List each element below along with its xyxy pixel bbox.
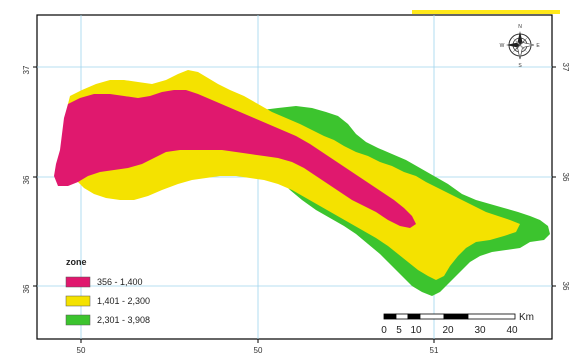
top-accent-bar: [412, 10, 560, 14]
scale-tick-40: 40: [506, 325, 518, 336]
compass-label-n: N: [518, 24, 522, 30]
scale-seg-5: [443, 313, 469, 320]
compass-label-w: W: [500, 43, 505, 49]
grid-label-bottom-2: 50: [254, 346, 263, 355]
legend-swatch-high: [65, 314, 91, 326]
grid-label-bottom-1: 50: [77, 346, 86, 355]
scale-bar: Km 0 5 10 20 30 40: [381, 312, 534, 336]
legend-title: zone: [66, 257, 87, 267]
legend-label-low: 356 - 1,400: [97, 277, 143, 287]
scale-tick-5: 5: [396, 325, 402, 336]
scale-tick-30: 30: [474, 325, 486, 336]
zone-low-area: [54, 90, 416, 228]
legend: zone 356 - 1,400 1,401 - 2,300 2,301 - 3…: [65, 257, 150, 326]
scale-seg-1: [383, 313, 397, 320]
grid-label-right-2: 36: [561, 173, 570, 182]
grid-label-right-3: 36: [561, 282, 570, 291]
grid-label-right-1: 37: [561, 63, 570, 72]
grid-label-left-2: 36: [22, 175, 31, 184]
legend-label-mid: 1,401 - 2,300: [97, 296, 150, 306]
grid-label-left-1: 37: [22, 65, 31, 74]
grid-label-bottom-3: 51: [430, 346, 439, 355]
scale-seg-6: [467, 313, 516, 320]
scale-seg-3: [407, 313, 421, 320]
elevation-zones: [54, 70, 550, 296]
legend-label-high: 2,301 - 3,908: [97, 315, 150, 325]
compass-label-s: S: [518, 63, 522, 69]
scale-unit: Km: [519, 312, 534, 323]
scale-seg-2: [395, 313, 409, 320]
legend-swatch-low: [65, 276, 91, 288]
grid-label-left-3: 36: [22, 284, 31, 293]
scale-seg-4: [419, 313, 445, 320]
compass-label-e: E: [536, 43, 540, 49]
frame-ticks: [33, 66, 556, 343]
compass-rose-icon: N S E W: [500, 24, 541, 69]
scale-tick-10: 10: [410, 325, 422, 336]
scale-tick-0: 0: [381, 325, 387, 336]
scale-tick-20: 20: [442, 325, 454, 336]
legend-swatch-mid: [65, 295, 91, 307]
